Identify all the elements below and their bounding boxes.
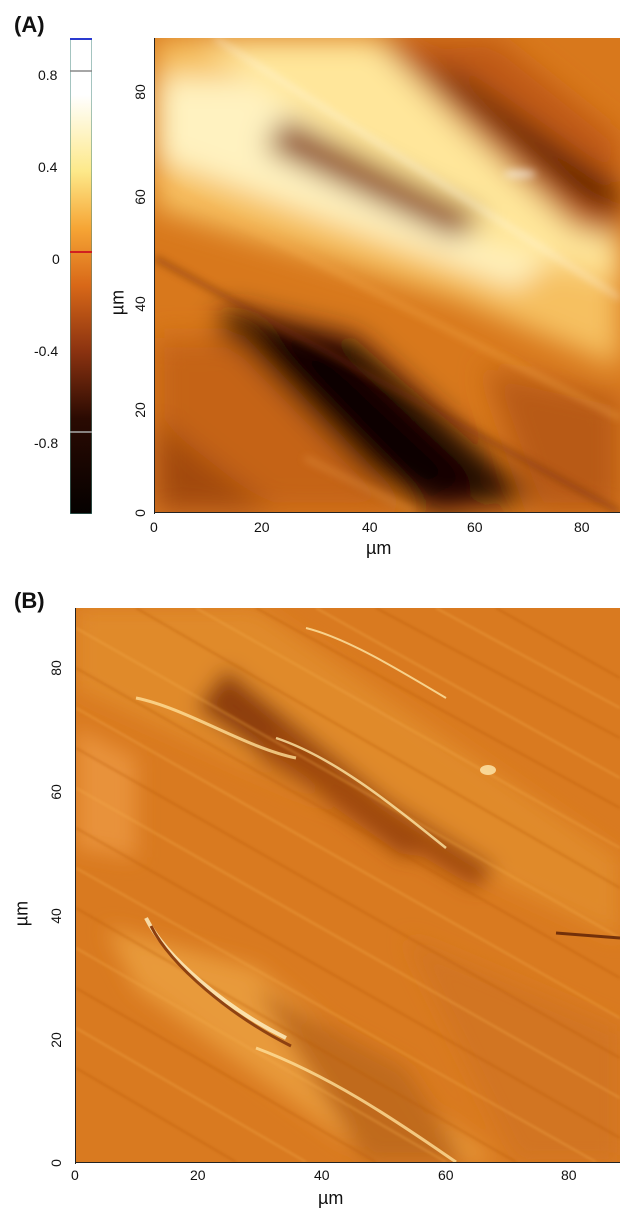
y-tick-label: 80 (48, 660, 64, 676)
afm-amplitude-image (76, 608, 620, 1162)
y-axis-title: µm (107, 289, 128, 316)
x-tick-label: 0 (71, 1167, 79, 1183)
colorbar-tick: 0.8 (38, 67, 58, 83)
afm-height-image (155, 38, 620, 512)
y-tick-label: 40 (132, 296, 148, 312)
y-tick-label: 40 (48, 908, 64, 924)
afm-height-map (155, 38, 620, 512)
x-axis-line (76, 1162, 620, 1163)
y-tick-label: 80 (132, 84, 148, 100)
x-tick-label: 0 (150, 519, 158, 535)
x-tick-label: 20 (254, 519, 270, 535)
x-tick-label: 60 (467, 519, 483, 535)
x-axis-line (155, 512, 620, 519)
y-tick-label: 60 (48, 784, 64, 800)
x-tick-label: 80 (561, 1167, 577, 1183)
x-axis-title: µm (318, 1188, 344, 1208)
afm-amplitude-map (76, 608, 620, 1162)
y-axis-line (75, 608, 76, 1164)
y-tick-label: 60 (132, 189, 148, 205)
y-tick-label: 20 (48, 1032, 64, 1048)
y-tick-label: 0 (132, 509, 148, 517)
x-tick-label: 40 (314, 1167, 330, 1183)
x-tick-label: 20 (190, 1167, 206, 1183)
colorbar-gradient (70, 38, 92, 514)
panel-a-label: (A) (14, 12, 45, 37)
panel-b-label: (B) (14, 588, 45, 613)
y-axis-line (149, 38, 155, 514)
y-tick-label: 0 (48, 1159, 64, 1167)
x-axis-title: µm (366, 538, 392, 558)
x-tick-label: 80 (574, 519, 590, 535)
x-tick-label: 60 (438, 1167, 454, 1183)
colorbar-tick: -0.4 (34, 343, 59, 359)
colorbar-tick: -0.8 (34, 435, 59, 451)
colorbar-tick: 0 (52, 251, 60, 267)
y-axis-title: µm (11, 900, 32, 927)
y-tick-label: 20 (132, 402, 148, 418)
colorbar-tick: 0.4 (38, 159, 58, 175)
colorbar (70, 38, 92, 514)
x-tick-label: 40 (362, 519, 378, 535)
